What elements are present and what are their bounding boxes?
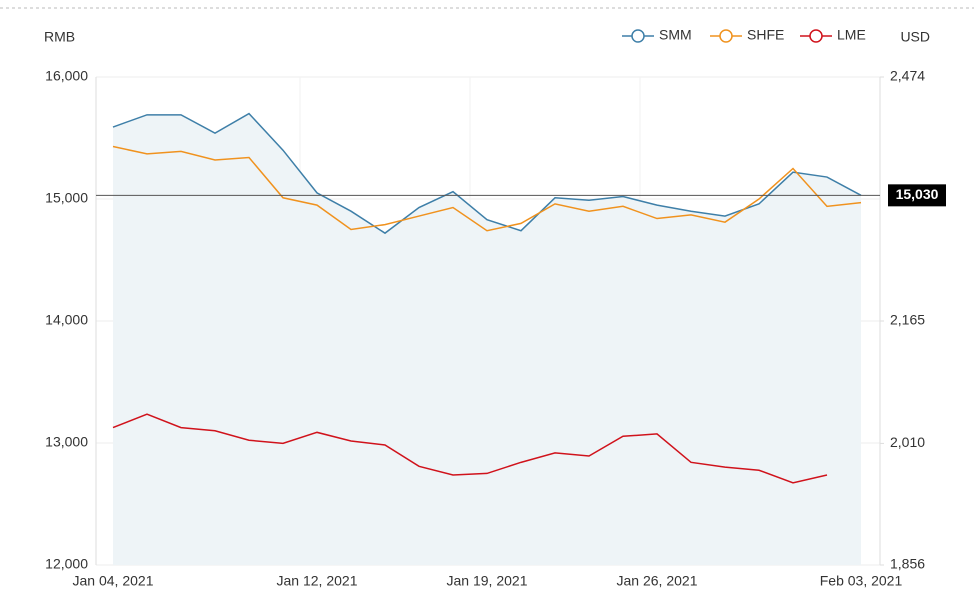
x-tick-label: Jan 12, 2021 (277, 573, 358, 589)
area (113, 113, 861, 565)
y-tick-label: 12,000 (45, 556, 88, 572)
y-tick-label: 14,000 (45, 312, 88, 328)
y-tick-label: 15,000 (45, 190, 88, 206)
line (112, 145, 862, 232)
crosshair-label: 15,030 (896, 186, 939, 202)
line (112, 112, 862, 235)
line (112, 413, 828, 484)
legend-label: SHFE (747, 27, 784, 43)
y2-tick-label: 2,165 (890, 312, 925, 328)
x-tick-label: Jan 26, 2021 (617, 573, 698, 589)
legend-label: LME (837, 27, 866, 43)
y2-tick-label: 2,010 (890, 434, 925, 450)
y-tick-label: 16,000 (45, 68, 88, 84)
legend-marker (631, 29, 645, 43)
y-tick-label: 13,000 (45, 434, 88, 450)
crosshair-box (888, 184, 946, 207)
x-tick-label: Jan 19, 2021 (447, 573, 528, 589)
y2-axis-label: USD (900, 29, 930, 45)
y-axis-label: RMB (44, 29, 75, 45)
y2-tick-label: 2,474 (890, 68, 925, 84)
legend-marker (719, 29, 733, 43)
x-tick-label: Jan 04, 2021 (73, 573, 154, 589)
legend-label: SMM (659, 27, 692, 43)
legend-marker (809, 29, 823, 43)
x-tick-label: Feb 03, 2021 (820, 573, 903, 589)
y2-tick-label: 1,856 (890, 556, 925, 572)
